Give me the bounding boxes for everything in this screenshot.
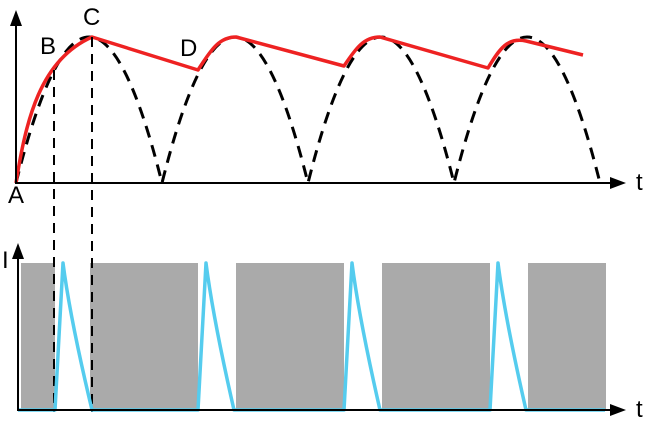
block-1 — [21, 263, 55, 410]
label-b: B — [40, 33, 56, 60]
label-a: A — [8, 182, 24, 209]
top-x-arrow — [610, 177, 626, 189]
block-2 — [90, 263, 198, 410]
bottom-axes — [12, 243, 626, 416]
block-4 — [382, 263, 490, 410]
envelope-curve — [14, 35, 584, 184]
current-blocks — [21, 263, 606, 410]
block-3 — [236, 263, 344, 410]
block-5 — [528, 263, 606, 410]
bottom-y-arrow — [12, 243, 24, 259]
label-c: C — [83, 4, 100, 31]
rectified-sine-curve — [14, 35, 602, 184]
top-y-arrow — [10, 10, 22, 26]
label-d: D — [180, 35, 197, 62]
bottom-x-arrow — [610, 404, 626, 416]
bottom-axis-i-label: I — [2, 247, 9, 274]
top-axes — [10, 10, 626, 189]
bottom-axis-t-label: t — [636, 396, 643, 423]
top-axis-t-label: t — [636, 169, 643, 196]
